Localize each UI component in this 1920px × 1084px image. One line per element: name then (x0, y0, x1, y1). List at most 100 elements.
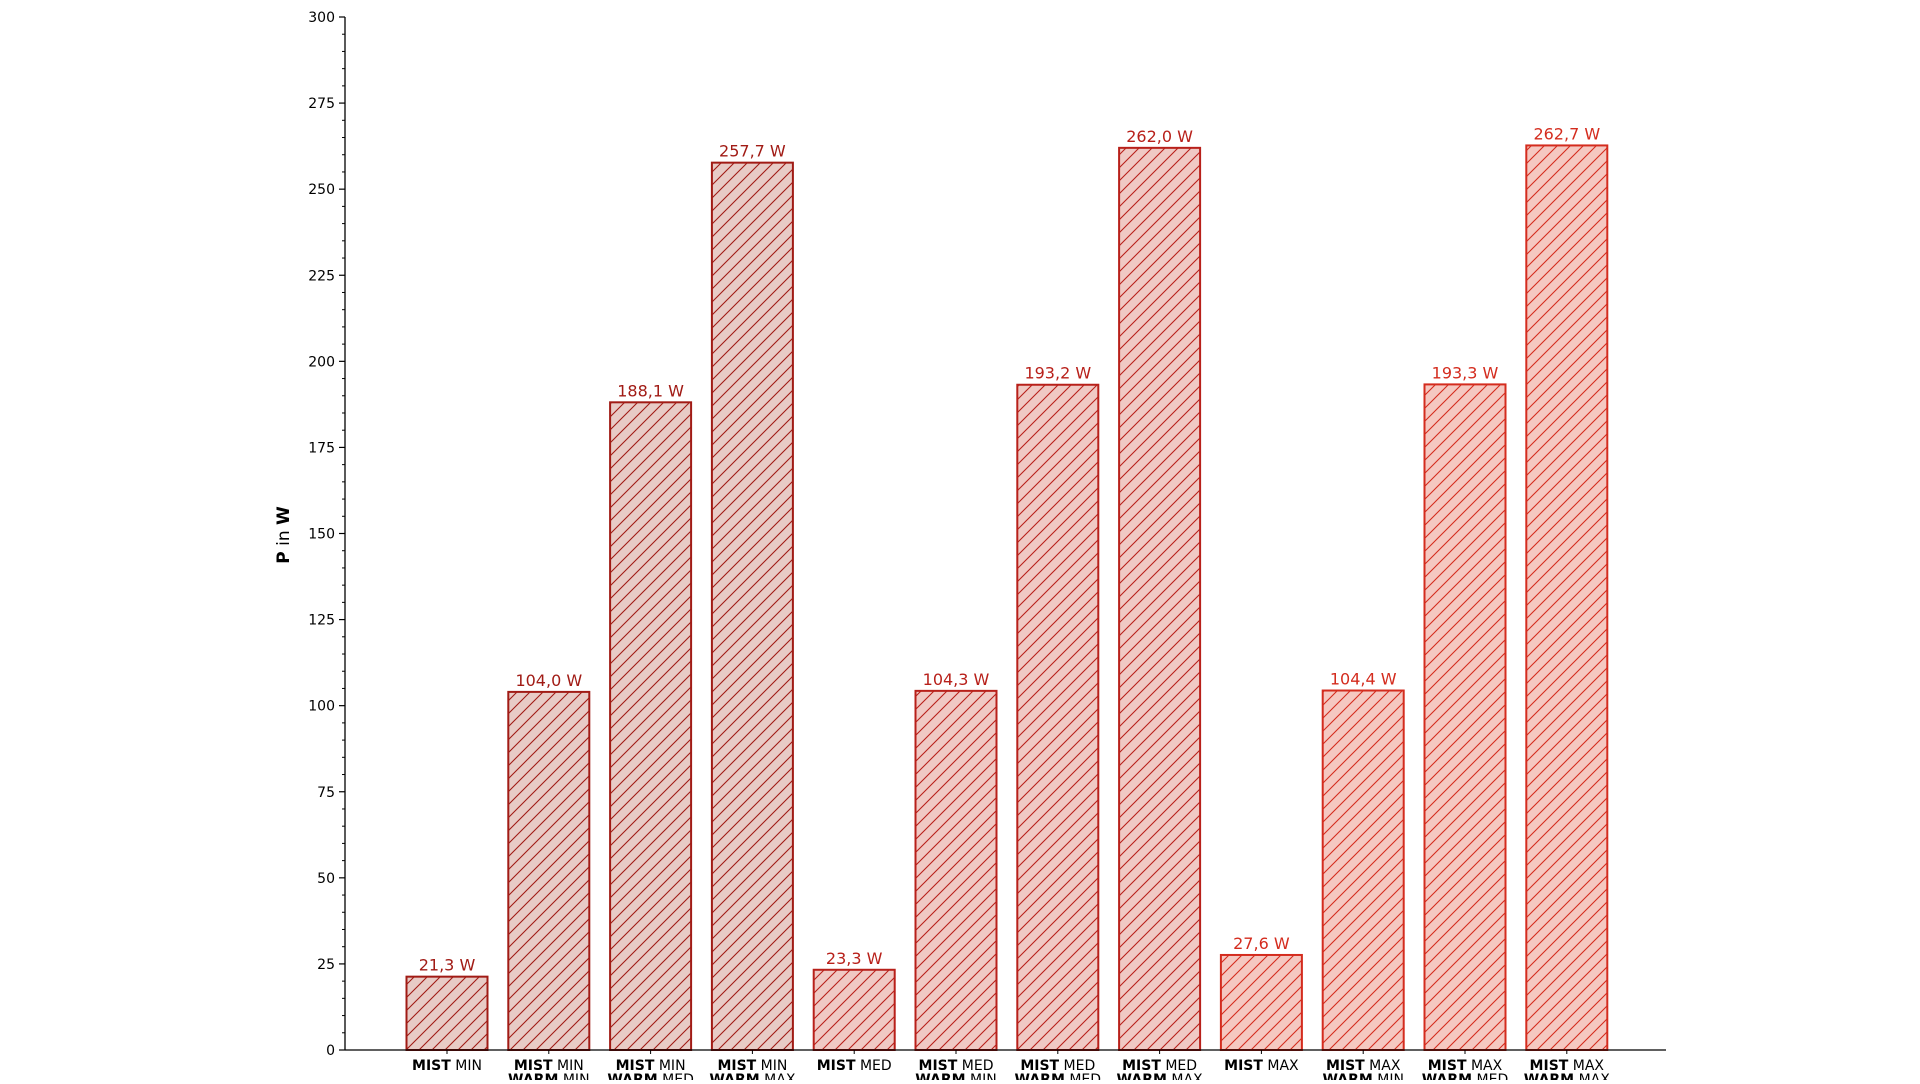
x-tick-label-mode: WARM (1524, 1072, 1574, 1080)
y-tick-label: 50 (317, 871, 335, 887)
x-tick-label: MIST MED (919, 1058, 994, 1074)
x-tick-label-mode: WARM (709, 1072, 759, 1080)
bar-hatch (915, 690, 997, 1050)
x-tick-label-level: MAX (1365, 1058, 1401, 1074)
x-tick-label: MIST MAX (1530, 1058, 1605, 1074)
bar-value-label: 193,3 W (1432, 363, 1499, 382)
x-tick-label: WARM MED (1015, 1072, 1102, 1080)
bar-group: 27,6 W (1219, 934, 1303, 1051)
x-tick-label-level: MIN (654, 1058, 685, 1074)
x-tick-label: MIST MED (817, 1058, 892, 1074)
bar-group: 188,1 W (609, 381, 693, 1051)
x-tick-label-mode: MIST (412, 1058, 451, 1074)
y-tick-label: 200 (308, 354, 335, 370)
bar-group: 262,0 W (1118, 127, 1202, 1051)
x-tick-label: MIST MAX (1428, 1058, 1503, 1074)
x-tick-label: MIST MAX (1224, 1058, 1299, 1074)
x-tick-label: WARM MAX (1117, 1072, 1203, 1080)
bar-group: 262,7 W (1525, 124, 1609, 1051)
bar-hatch (813, 969, 895, 1050)
bar-hatch (508, 691, 590, 1050)
y-tick-label: 100 (308, 699, 335, 715)
x-tick-label-mode: MIST (717, 1058, 756, 1074)
bar-group: 193,2 W (1016, 364, 1100, 1051)
x-tick-label: MIST MIN (717, 1058, 787, 1074)
bar-value-label: 27,6 W (1233, 934, 1290, 953)
bar-hatch (711, 162, 793, 1050)
bar-hatch (1526, 145, 1608, 1050)
x-tick-label: MIST MED (1122, 1058, 1197, 1074)
x-tick-label-mode: MIST (514, 1058, 553, 1074)
y-tick-label: 175 (308, 440, 335, 456)
bar-hatch (406, 976, 488, 1050)
x-tick-label-level: MED (658, 1072, 694, 1080)
bar-value-label: 104,0 W (515, 671, 582, 690)
bar-value-label: 21,3 W (419, 956, 476, 975)
bar-value-label: 262,7 W (1533, 124, 1600, 143)
x-tick-label-mode: MIST (1530, 1058, 1569, 1074)
x-tick-label-mode: MIST (1326, 1058, 1365, 1074)
y-axis-label: P in W (274, 506, 294, 564)
x-tick-label-level: MED (1059, 1058, 1095, 1074)
y-tick-label: 225 (308, 268, 335, 284)
x-tick-label-level: MAX (1263, 1058, 1299, 1074)
x-tick-label-mode: MIST (1224, 1058, 1263, 1074)
x-tick-label-mode: WARM (1117, 1072, 1167, 1080)
bars-layer: 21,3 W 104,0 W 188,1 W 257,7 W 23,3 W 104,3 W… (405, 124, 1609, 1052)
bar-group: 23,3 W (812, 949, 896, 1051)
x-tick-label: MIST MIN (616, 1058, 686, 1074)
x-tick-label: WARM MAX (709, 1072, 795, 1080)
y-tick-label: 0 (326, 1043, 335, 1059)
bar-group: 193,3 W (1423, 363, 1507, 1051)
y-axis-label-unit: W (274, 506, 294, 525)
bar-hatch (1220, 954, 1302, 1050)
x-tick-label-level: MED (1161, 1058, 1197, 1074)
y-tick-label: 150 (308, 527, 335, 543)
x-tick-label-level: MIN (966, 1072, 997, 1080)
y-tick-label: 250 (308, 182, 335, 198)
x-tick-label-mode: MIST (817, 1058, 856, 1074)
x-tick-label: WARM MIN (508, 1072, 590, 1080)
x-tick-label-level: MAX (1167, 1072, 1203, 1080)
x-tick-label-level: MIN (553, 1058, 584, 1074)
x-tick-label-level: MIN (558, 1072, 589, 1080)
bar-group: 104,4 W (1321, 670, 1405, 1051)
x-tick-label-mode: WARM (1422, 1072, 1472, 1080)
bar-group: 257,7 W (710, 142, 794, 1051)
x-tick-label-mode: MIST (919, 1058, 958, 1074)
x-tick-label-mode: MIST (1020, 1058, 1059, 1074)
bar-value-label: 257,7 W (719, 142, 786, 161)
y-tick-label: 125 (308, 613, 335, 629)
x-tick-label-mode: MIST (1122, 1058, 1161, 1074)
x-tick-label-level: MAX (1568, 1058, 1604, 1074)
bar-hatch (1017, 384, 1099, 1050)
x-tick-label-level: MIN (1373, 1072, 1404, 1080)
y-tick-label: 300 (308, 10, 335, 26)
x-tick-label-level: MED (957, 1058, 993, 1074)
bar-hatch (1322, 690, 1404, 1050)
x-tick-label: WARM MED (1422, 1072, 1509, 1080)
x-tick-label-level: MED (1472, 1072, 1508, 1080)
x-tick-label-level: MAX (1467, 1058, 1503, 1074)
bar-value-label: 104,3 W (923, 670, 990, 689)
y-tick-label: 275 (308, 96, 335, 112)
x-tick-label-level: MIN (756, 1058, 787, 1074)
bar-group: 104,3 W (914, 670, 998, 1052)
x-tick-label-level: MAX (1574, 1072, 1610, 1080)
bar-group: 21,3 W (405, 956, 489, 1051)
x-tick-label-mode: WARM (607, 1072, 657, 1080)
x-tick-label: WARM MAX (1524, 1072, 1610, 1080)
bar-value-label: 193,2 W (1024, 364, 1091, 383)
y-tick-label: 75 (317, 785, 335, 801)
bar-value-label: 104,4 W (1330, 670, 1397, 689)
bar-value-label: 188,1 W (617, 381, 684, 400)
x-tick-label: WARM MIN (915, 1072, 997, 1080)
x-tick-label-mode: WARM (1015, 1072, 1065, 1080)
bar-value-label: 23,3 W (826, 949, 883, 968)
bar-group: 104,0 W (507, 671, 591, 1051)
x-tick-label-level: MED (856, 1058, 892, 1074)
x-tick-label: MIST MIN (412, 1058, 482, 1074)
